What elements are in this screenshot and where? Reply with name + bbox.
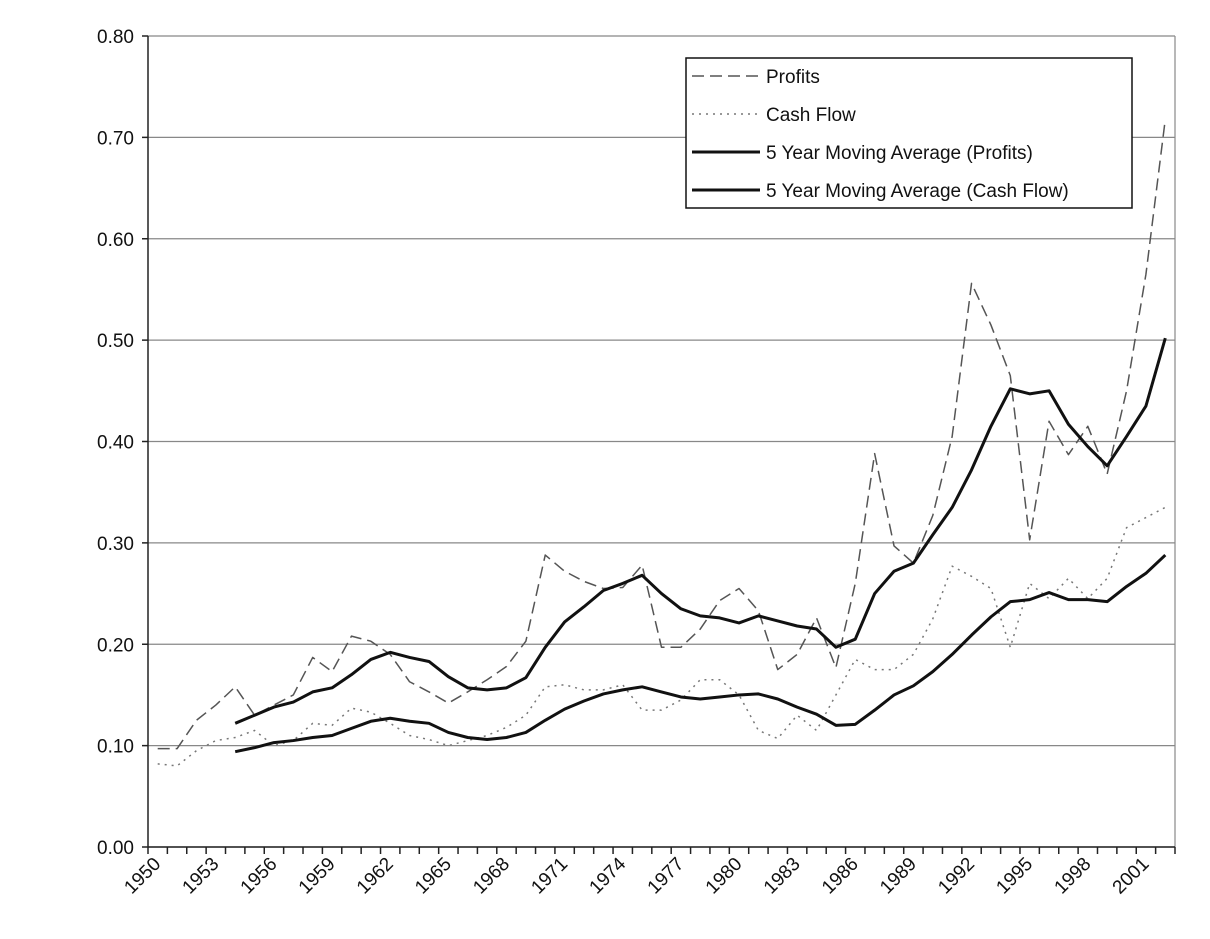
legend-label: 5 Year Moving Average (Cash Flow) bbox=[766, 181, 1069, 202]
series-line bbox=[157, 119, 1167, 750]
x-tick-label: 1959 bbox=[295, 854, 340, 899]
y-tick-label: 0.00 bbox=[97, 838, 134, 859]
x-tick-label: 1956 bbox=[237, 854, 282, 899]
x-tick-label: 1980 bbox=[702, 854, 747, 899]
x-tick-label: 1968 bbox=[469, 854, 514, 899]
y-tick-label: 0.60 bbox=[97, 230, 134, 251]
x-tick-label: 1986 bbox=[818, 854, 863, 899]
series-line bbox=[157, 506, 1166, 767]
series-line bbox=[234, 553, 1167, 754]
y-tick-label: 0.70 bbox=[97, 128, 134, 149]
x-tick-label: 1965 bbox=[411, 854, 456, 899]
x-tick-label: 1950 bbox=[120, 854, 165, 899]
legend-box bbox=[685, 57, 1133, 209]
x-tick-label: 1974 bbox=[586, 853, 631, 898]
legend-label: 5 Year Moving Average (Profits) bbox=[766, 143, 1033, 164]
y-tick-label: 0.20 bbox=[97, 635, 134, 656]
x-tick-label: 1977 bbox=[644, 854, 689, 899]
y-tick-label: 0.80 bbox=[97, 27, 134, 48]
y-tick-label: 0.50 bbox=[97, 331, 134, 352]
x-tick-label: 1992 bbox=[934, 854, 979, 899]
x-tick-label: 1995 bbox=[992, 854, 1037, 899]
legend: Profits Cash Flow 5 Year Moving Average (P… bbox=[685, 57, 1133, 209]
y-tick-label: 0.30 bbox=[97, 534, 134, 555]
x-tick-label: 1989 bbox=[876, 854, 921, 899]
y-tick-label: 0.10 bbox=[97, 737, 134, 758]
series-line bbox=[234, 337, 1167, 725]
x-tick-label: 1953 bbox=[179, 854, 224, 899]
x-tick-label: 1983 bbox=[760, 854, 805, 899]
y-tick-label: 0.40 bbox=[97, 433, 134, 454]
x-tick-label: 1998 bbox=[1051, 854, 1096, 899]
x-tick-label: 1962 bbox=[353, 854, 398, 899]
x-tick-label: 1971 bbox=[527, 854, 572, 899]
legend-label: Profits bbox=[766, 67, 820, 88]
legend-label: Cash Flow bbox=[766, 105, 856, 126]
x-tick-label: 2001 bbox=[1109, 854, 1154, 899]
